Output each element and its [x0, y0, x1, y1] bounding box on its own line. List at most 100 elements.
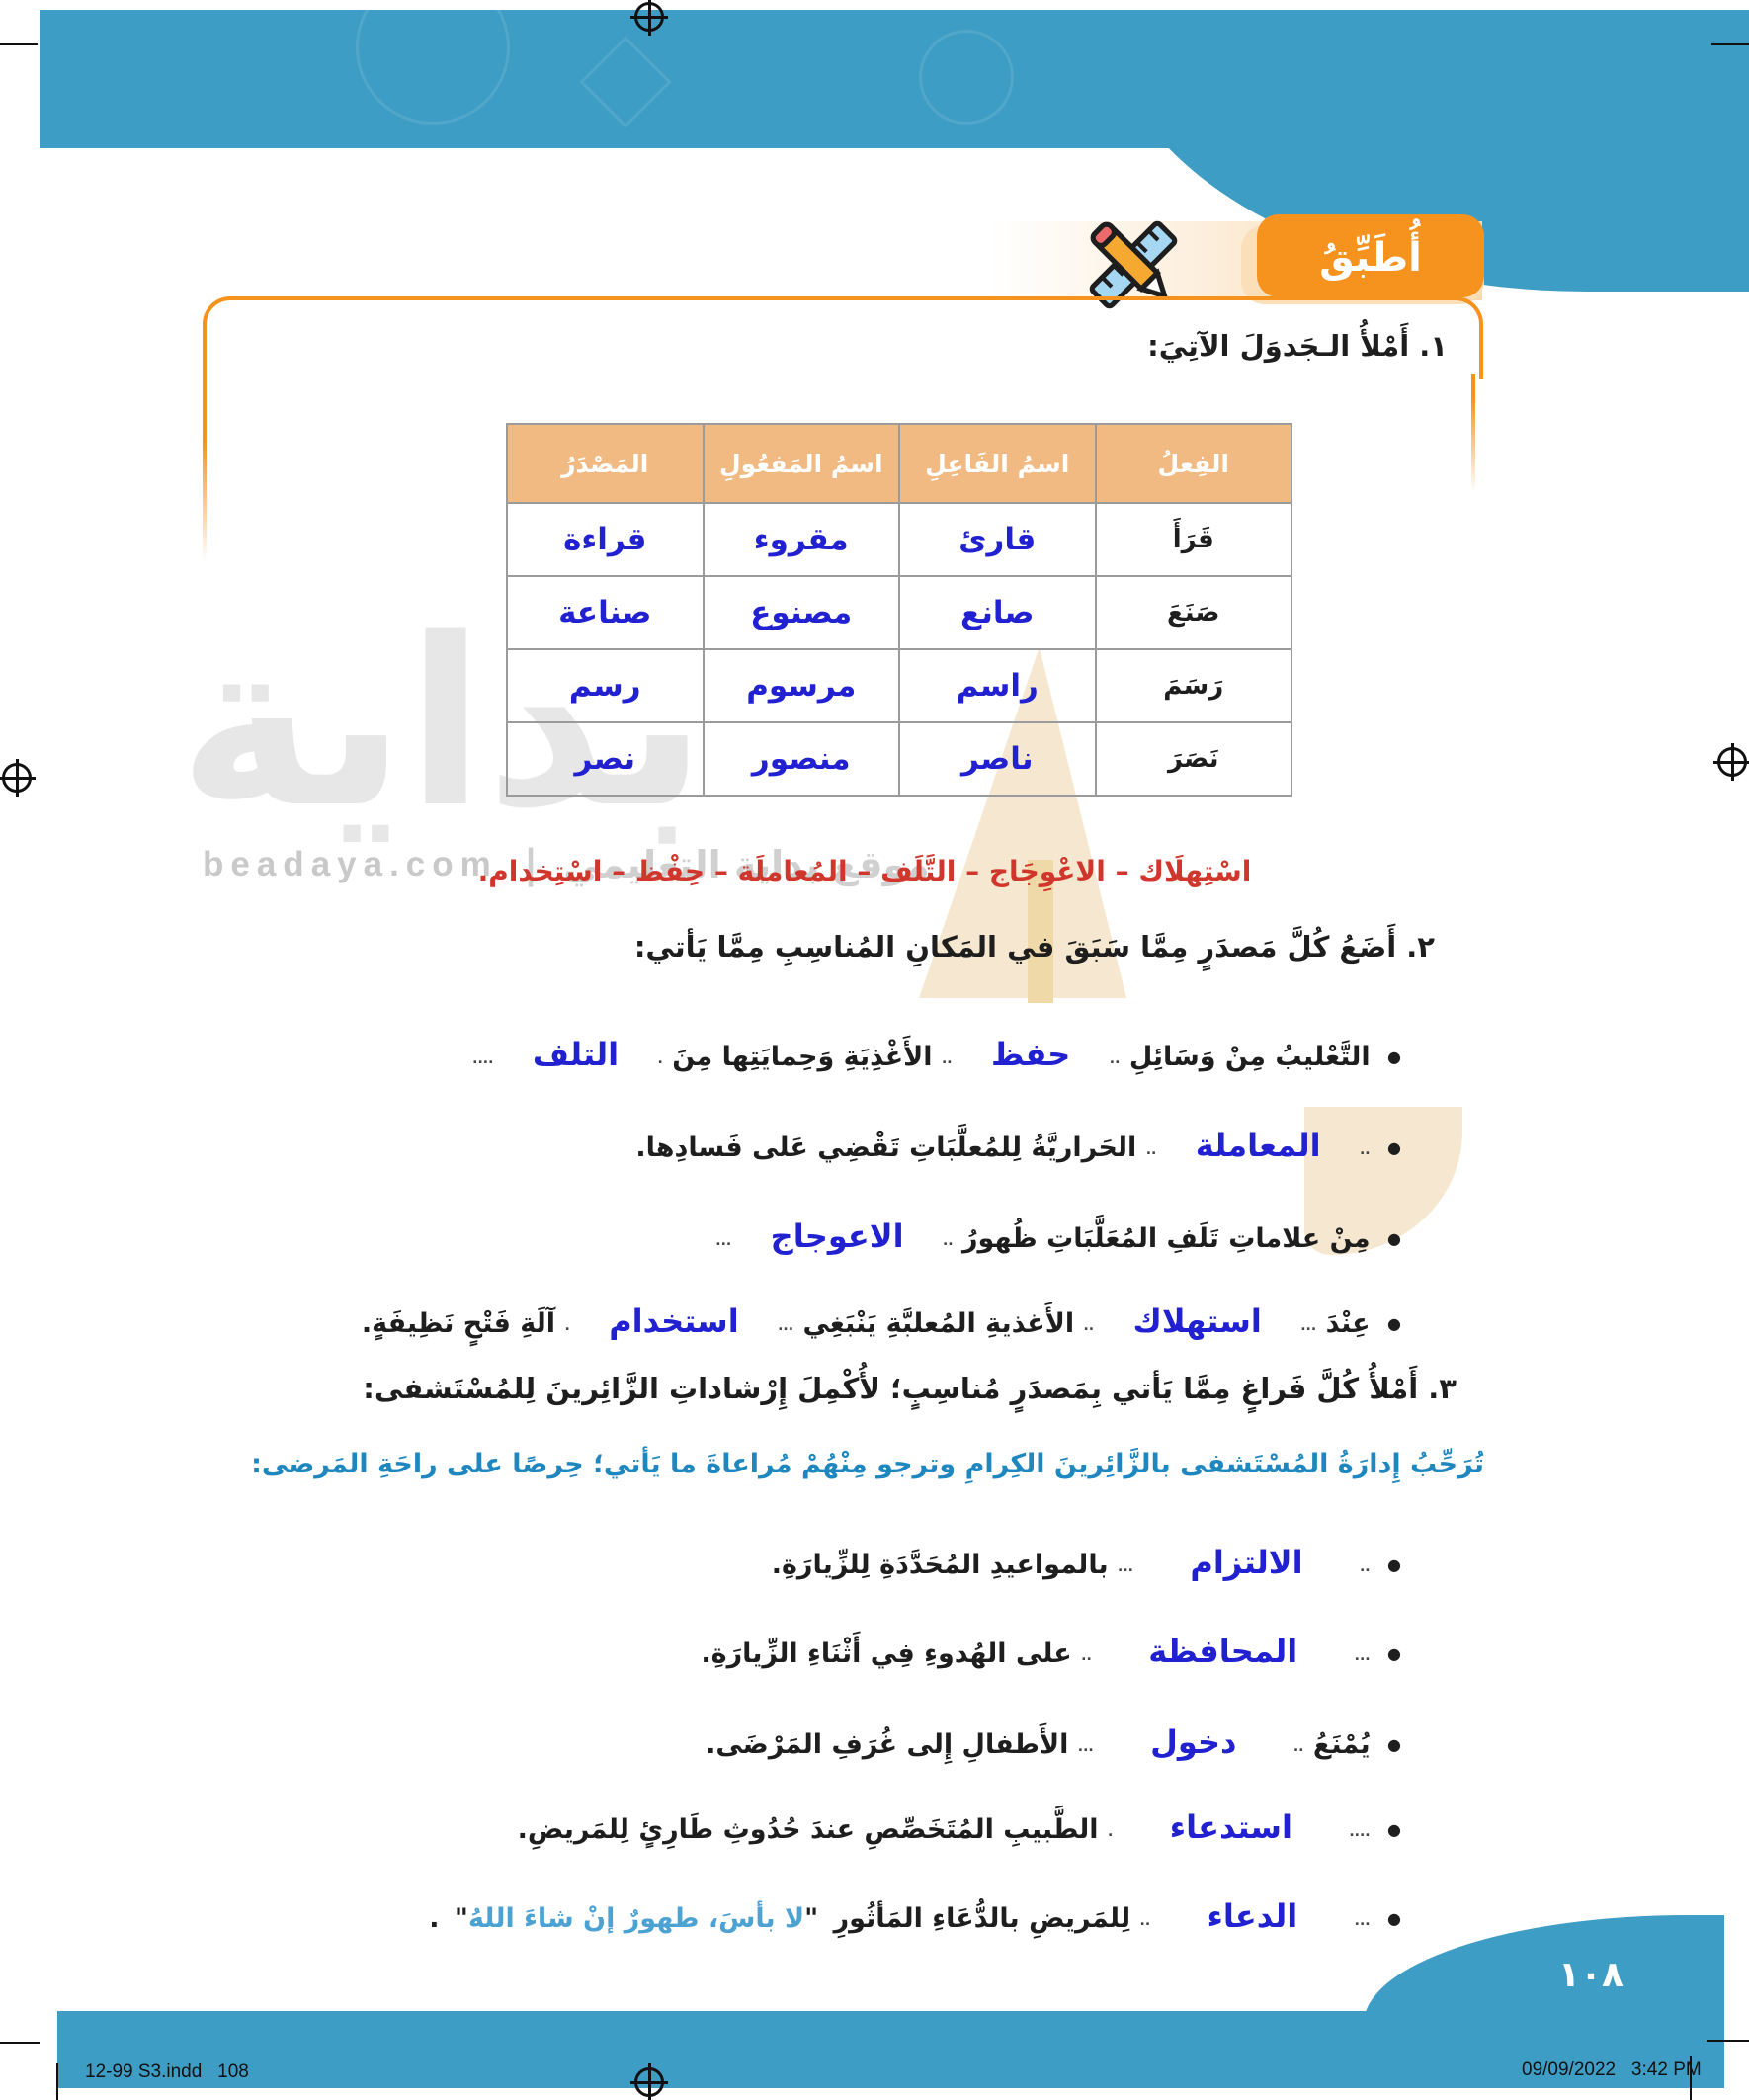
- print-info-right: 09/09/2022 3:42 PM: [1522, 2059, 1702, 2080]
- item-text: الأَطفالِ إِلى غُرَفِ المَرْضَى.: [706, 1729, 1069, 1760]
- item-text: يُمْنَعُ: [1312, 1729, 1371, 1760]
- table-cell-answer: قراءة: [506, 502, 705, 577]
- item-text: .: [429, 1903, 440, 1934]
- exercise3-item-3: يُمْنَعُ .. دخول ... الأَطفالِ إِلى غُرَ…: [706, 1723, 1401, 1761]
- exercise2-item-3: مِنْ علاماتِ تَلَفِ المُعَلَّبَاتِ ظُهور…: [715, 1218, 1401, 1255]
- answer-blank: الدعاء: [1207, 1897, 1298, 1935]
- item-text: بالمواعيدِ المُحَدَّدَةِ لِلزِّيارَةِ.: [771, 1550, 1109, 1580]
- registration-mark-left: [0, 759, 36, 797]
- item-text: عِنْدَ: [1325, 1308, 1371, 1339]
- table-cell-answer: صانع: [898, 575, 1097, 650]
- table-header-masdar: المَصْدَرُ: [506, 423, 705, 504]
- exercise2-heading: ٢. أَضَعُ كُلَّ مَصدَرٍ مِمَّا سَبَقَ في…: [633, 930, 1435, 964]
- table-cell-answer: رسم: [506, 648, 705, 723]
- table-row: صَنَعَ صانع مصنوع صناعة: [506, 575, 1292, 650]
- item-text: التَّعْليبُ مِنْ وَسَائِلِ: [1128, 1042, 1371, 1072]
- dotted-blank: ..: [1081, 1648, 1092, 1664]
- answer-blank: الالتزام: [1190, 1544, 1303, 1581]
- exercise3-intro: تُرَحِّبُ إِدارَةُ المُسْتَشفى بالزَّائِ…: [251, 1449, 1484, 1479]
- section-frame-top: [203, 296, 1483, 379]
- item-text: الطَّبيبِ المُتَخَصِّصِ عندَ حُدُوثِ طَا…: [517, 1814, 1099, 1845]
- watermark-arabic: موقع بداية التعليمي: [563, 843, 930, 886]
- dotted-blank: ...: [1077, 1739, 1094, 1755]
- exercise3-item-1: .. الالتزام ... بالمواعيدِ المُحَدَّدَةِ…: [772, 1544, 1401, 1581]
- dotted-blank: ..: [1145, 1142, 1157, 1158]
- table-header-verb: الفِعلُ: [1094, 423, 1292, 504]
- item-text: على الهُدوءِ فِي أَثْنَاءِ الزِّيارَةِ.: [701, 1638, 1072, 1669]
- table-header-active-participle: اسمُ الفَاعِلِ: [898, 423, 1097, 504]
- crop-mark: [1711, 43, 1749, 45]
- registration-mark-right: [1713, 743, 1749, 781]
- conjugation-table: الفِعلُ اسمُ الفَاعِلِ اسمُ المَفعُولِ ا…: [506, 423, 1292, 797]
- item-text: مِنْ علاماتِ تَلَفِ المُعَلَّبَاتِ ظُهور…: [961, 1223, 1371, 1254]
- apply-badge-label: أُطَبِّقُ: [1319, 235, 1422, 281]
- exercise3-item-2: ... المحافظة .. على الهُدوءِ فِي أَثْنَا…: [701, 1633, 1401, 1670]
- exercise1-heading: ١. أَمْلأُ الـجَدوَلَ الآتِيَ:: [1147, 329, 1448, 363]
- table-cell-answer: راسم: [898, 648, 1097, 723]
- dotted-blank: ..: [1109, 1051, 1121, 1067]
- exercise3-item-4: .... استدعاء . الطَّبيبِ المُتَخَصِّصِ ع…: [518, 1808, 1401, 1846]
- answer-blank: المعاملة: [1195, 1127, 1321, 1164]
- dotted-blank: ..: [942, 1233, 954, 1249]
- dotted-blank: ...: [778, 1318, 794, 1334]
- dotted-blank: ....: [472, 1051, 494, 1067]
- table-cell-answer: نصر: [506, 721, 705, 797]
- dotted-blank: ..: [1359, 1559, 1371, 1575]
- dotted-blank: ...: [715, 1233, 732, 1249]
- exercise2-item-1: التَّعْليبُ مِنْ وَسَائِلِ .. حفظ .. الأ…: [472, 1036, 1401, 1073]
- table-cell-answer: مرسوم: [702, 648, 900, 723]
- table-cell-answer: مصنوع: [702, 575, 900, 650]
- table-cell-answer: منصور: [702, 721, 900, 797]
- crop-mark: [0, 43, 38, 45]
- exercise3-item-5: ... الدعاء .. لِلمَريضِ بالدُّعَاءِ المَ…: [429, 1897, 1401, 1935]
- dotted-blank: ..: [1292, 1739, 1304, 1755]
- watermark-url: beadaya.com: [203, 845, 498, 883]
- answer-blank: استدعاء: [1169, 1808, 1292, 1846]
- dotted-blank: ....: [1349, 1824, 1371, 1840]
- apply-badge: أُطَبِّقُ: [1257, 214, 1484, 297]
- crop-mark: [1707, 2040, 1749, 2042]
- header-pattern-circle: [919, 30, 1014, 125]
- table-row: نَصَرَ ناصر منصور نصر: [506, 721, 1292, 797]
- item-text: آلَةِ فَتْحٍ نَظِيفَةٍ.: [361, 1308, 556, 1339]
- quoted-dua: لا بأسَ، طهورٌ إنْ شاءَ اللهُ: [455, 1903, 818, 1934]
- answer-blank: المحافظة: [1148, 1633, 1298, 1670]
- table-cell-answer: صناعة: [506, 575, 705, 650]
- registration-mark-top: [630, 0, 668, 36]
- crop-mark: [56, 2063, 58, 2100]
- dotted-blank: ...: [1118, 1559, 1133, 1575]
- dotted-blank: ..: [1083, 1318, 1095, 1334]
- answer-blank: دخول: [1150, 1723, 1237, 1761]
- exercise2-item-4: عِنْدَ ... استهلاك .. الأَغذيةِ المُعلبَ…: [362, 1302, 1401, 1340]
- dotted-blank: .: [564, 1318, 570, 1334]
- table-cell-verb: نَصَرَ: [1094, 721, 1292, 797]
- crop-mark: [0, 2042, 40, 2044]
- item-text: لِلمَريضِ بالدُّعَاءِ المَأثُورِ: [833, 1903, 1131, 1934]
- dotted-blank: ..: [1139, 1913, 1151, 1929]
- table-cell-verb: صَنَعَ: [1094, 575, 1292, 650]
- watermark-mast-shape: [1028, 860, 1053, 1003]
- dotted-blank: .: [657, 1051, 663, 1067]
- footer-band: [57, 2011, 1724, 2088]
- table-header-row: الفِعلُ اسمُ الفَاعِلِ اسمُ المَفعُولِ ا…: [506, 423, 1292, 504]
- dotted-blank: .: [1107, 1824, 1114, 1840]
- table-cell-verb: قَرَأَ: [1094, 502, 1292, 577]
- dotted-blank: ...: [1354, 1913, 1371, 1929]
- table-row: قَرَأَ قارئ مقروء قراءة: [506, 502, 1292, 577]
- answer-blank: استخدام: [609, 1302, 739, 1340]
- answer-blank: حفظ: [991, 1036, 1071, 1073]
- answer-blank: استهلاك: [1132, 1302, 1262, 1340]
- section-frame-right: [1471, 374, 1475, 492]
- watermark-separator: |: [523, 842, 539, 887]
- dotted-blank: ..: [941, 1051, 953, 1067]
- answer-blank: الاعوجاج: [770, 1218, 904, 1255]
- dotted-blank: ...: [1300, 1318, 1317, 1334]
- table-cell-verb: رَسَمَ: [1094, 648, 1292, 723]
- table-row: رَسَمَ راسم مرسوم رسم: [506, 648, 1292, 723]
- print-info-left: 12-99 S3.indd 108: [85, 2061, 249, 2082]
- table-cell-answer: ناصر: [898, 721, 1097, 797]
- page-number: ١٠٨: [1558, 1955, 1624, 1995]
- table-cell-answer: مقروء: [702, 502, 900, 577]
- crop-mark: [1690, 2056, 1692, 2100]
